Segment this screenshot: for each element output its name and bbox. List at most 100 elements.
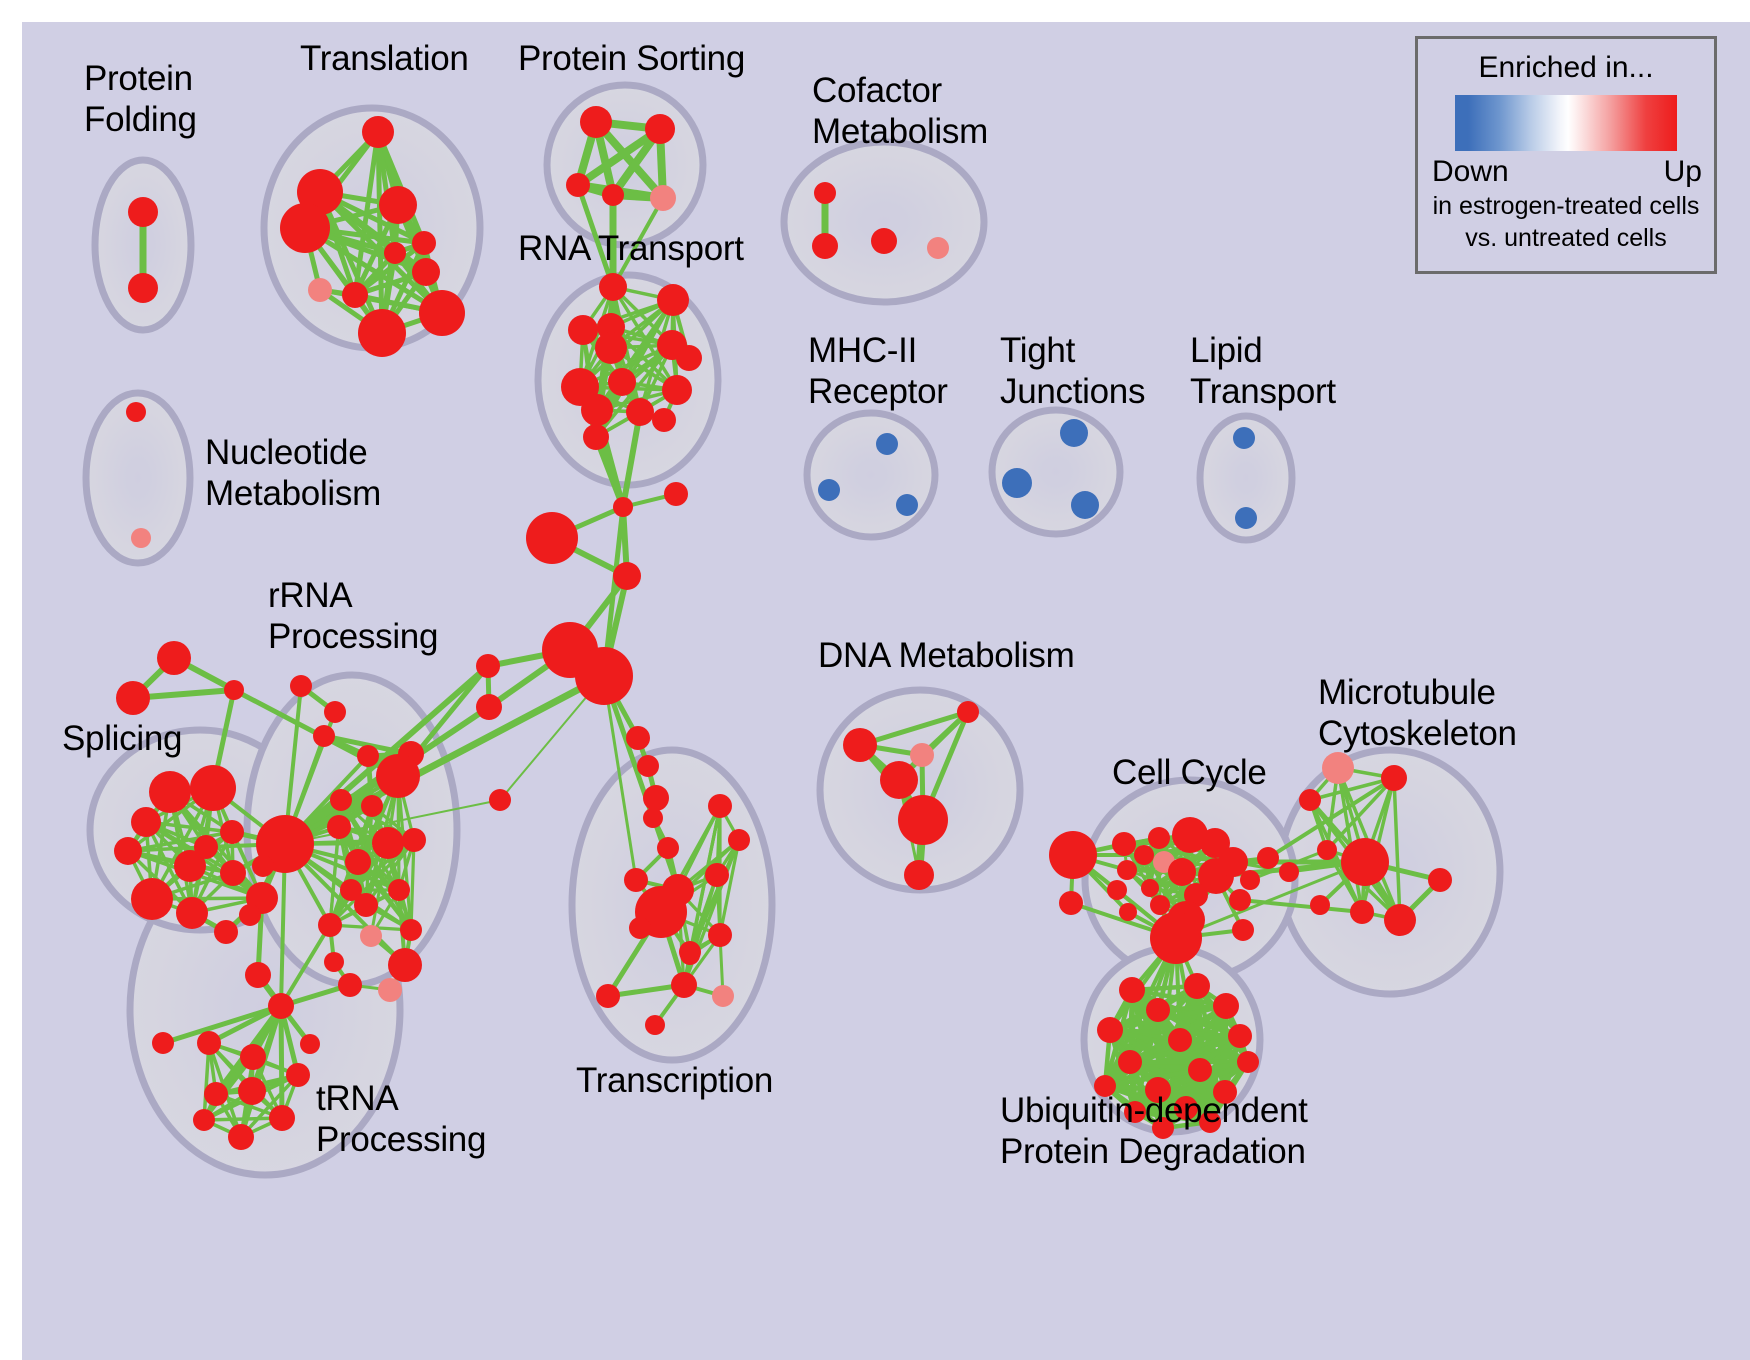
network-node[interactable] [1152,1117,1174,1139]
network-node[interactable] [566,173,590,197]
network-node[interactable] [596,984,620,1008]
network-node[interactable] [1146,998,1170,1022]
network-node[interactable] [214,920,238,944]
network-node[interactable] [896,494,918,516]
network-node[interactable] [388,948,422,982]
network-node[interactable] [345,849,371,875]
network-node[interactable] [224,680,244,700]
network-node[interactable] [361,795,383,817]
network-node[interactable] [957,701,979,723]
network-node[interactable] [680,945,700,965]
network-node[interactable] [360,925,382,947]
network-node[interactable] [637,755,659,777]
network-node[interactable] [662,375,692,405]
network-node[interactable] [595,332,627,364]
network-node[interactable] [1218,847,1248,877]
network-node[interactable] [898,795,948,845]
network-node[interactable] [1184,883,1208,907]
network-node[interactable] [388,879,410,901]
network-node[interactable] [126,402,146,422]
network-node[interactable] [239,904,261,926]
network-node[interactable] [652,408,676,432]
network-node[interactable] [526,512,578,564]
network-node[interactable] [602,184,624,206]
network-node[interactable] [1150,912,1202,964]
network-node[interactable] [128,197,158,227]
network-node[interactable] [904,860,934,890]
network-node[interactable] [419,290,465,336]
network-node[interactable] [152,1032,174,1054]
network-node[interactable] [1213,1080,1237,1104]
network-node[interactable] [1118,1050,1142,1074]
network-node[interactable] [174,850,206,882]
network-node[interactable] [340,879,362,901]
network-node[interactable] [379,186,417,224]
network-node[interactable] [1235,507,1257,529]
network-node[interactable] [1350,900,1374,924]
network-node[interactable] [910,743,934,767]
network-node[interactable] [131,528,151,548]
network-node[interactable] [194,835,218,859]
network-node[interactable] [624,868,648,892]
network-node[interactable] [476,654,500,678]
network-node[interactable] [1094,1075,1116,1097]
network-node[interactable] [671,972,697,998]
network-node[interactable] [1184,973,1210,999]
network-node[interactable] [818,479,840,501]
network-node[interactable] [1124,1101,1146,1123]
network-node[interactable] [176,897,208,929]
network-node[interactable] [880,761,918,799]
network-node[interactable] [664,482,688,506]
network-node[interactable] [1148,827,1170,849]
network-node[interactable] [220,820,244,844]
network-node[interactable] [476,694,502,720]
network-node[interactable] [568,315,598,345]
network-node[interactable] [1107,880,1127,900]
network-node[interactable] [1097,1017,1123,1043]
network-node[interactable] [712,985,734,1007]
network-node[interactable] [814,182,836,204]
network-node[interactable] [1060,419,1088,447]
network-node[interactable] [708,923,732,947]
network-node[interactable] [871,228,897,254]
network-node[interactable] [1059,891,1083,915]
network-node[interactable] [116,681,150,715]
network-node[interactable] [1141,879,1159,897]
network-node[interactable] [238,1077,266,1105]
network-node[interactable] [657,837,679,859]
network-node[interactable] [676,345,702,371]
network-node[interactable] [131,878,173,920]
network-node[interactable] [705,863,729,887]
network-node[interactable] [626,398,654,426]
network-node[interactable] [927,237,949,259]
network-node[interactable] [728,829,750,851]
network-node[interactable] [190,765,236,811]
network-node[interactable] [220,860,246,886]
network-node[interactable] [1240,870,1260,890]
network-node[interactable] [650,185,676,211]
network-node[interactable] [708,794,732,818]
network-node[interactable] [626,726,650,750]
network-node[interactable] [412,231,436,255]
network-node[interactable] [252,855,274,877]
network-node[interactable] [1134,845,1154,865]
network-node[interactable] [1228,1024,1252,1048]
network-node[interactable] [114,837,142,865]
network-node[interactable] [489,789,511,811]
network-node[interactable] [1049,831,1097,879]
network-node[interactable] [643,808,663,828]
network-node[interactable] [318,913,342,937]
network-node[interactable] [1172,817,1208,853]
network-node[interactable] [1168,1028,1192,1052]
network-node[interactable] [157,641,191,675]
network-node[interactable] [1322,752,1354,784]
network-node[interactable] [1317,840,1337,860]
network-node[interactable] [358,309,406,357]
network-node[interactable] [1229,889,1251,911]
network-node[interactable] [1257,847,1279,869]
network-node[interactable] [1237,1051,1259,1073]
network-node[interactable] [843,728,877,762]
network-node[interactable] [354,893,378,917]
network-node[interactable] [1233,427,1255,449]
network-node[interactable] [599,273,627,301]
